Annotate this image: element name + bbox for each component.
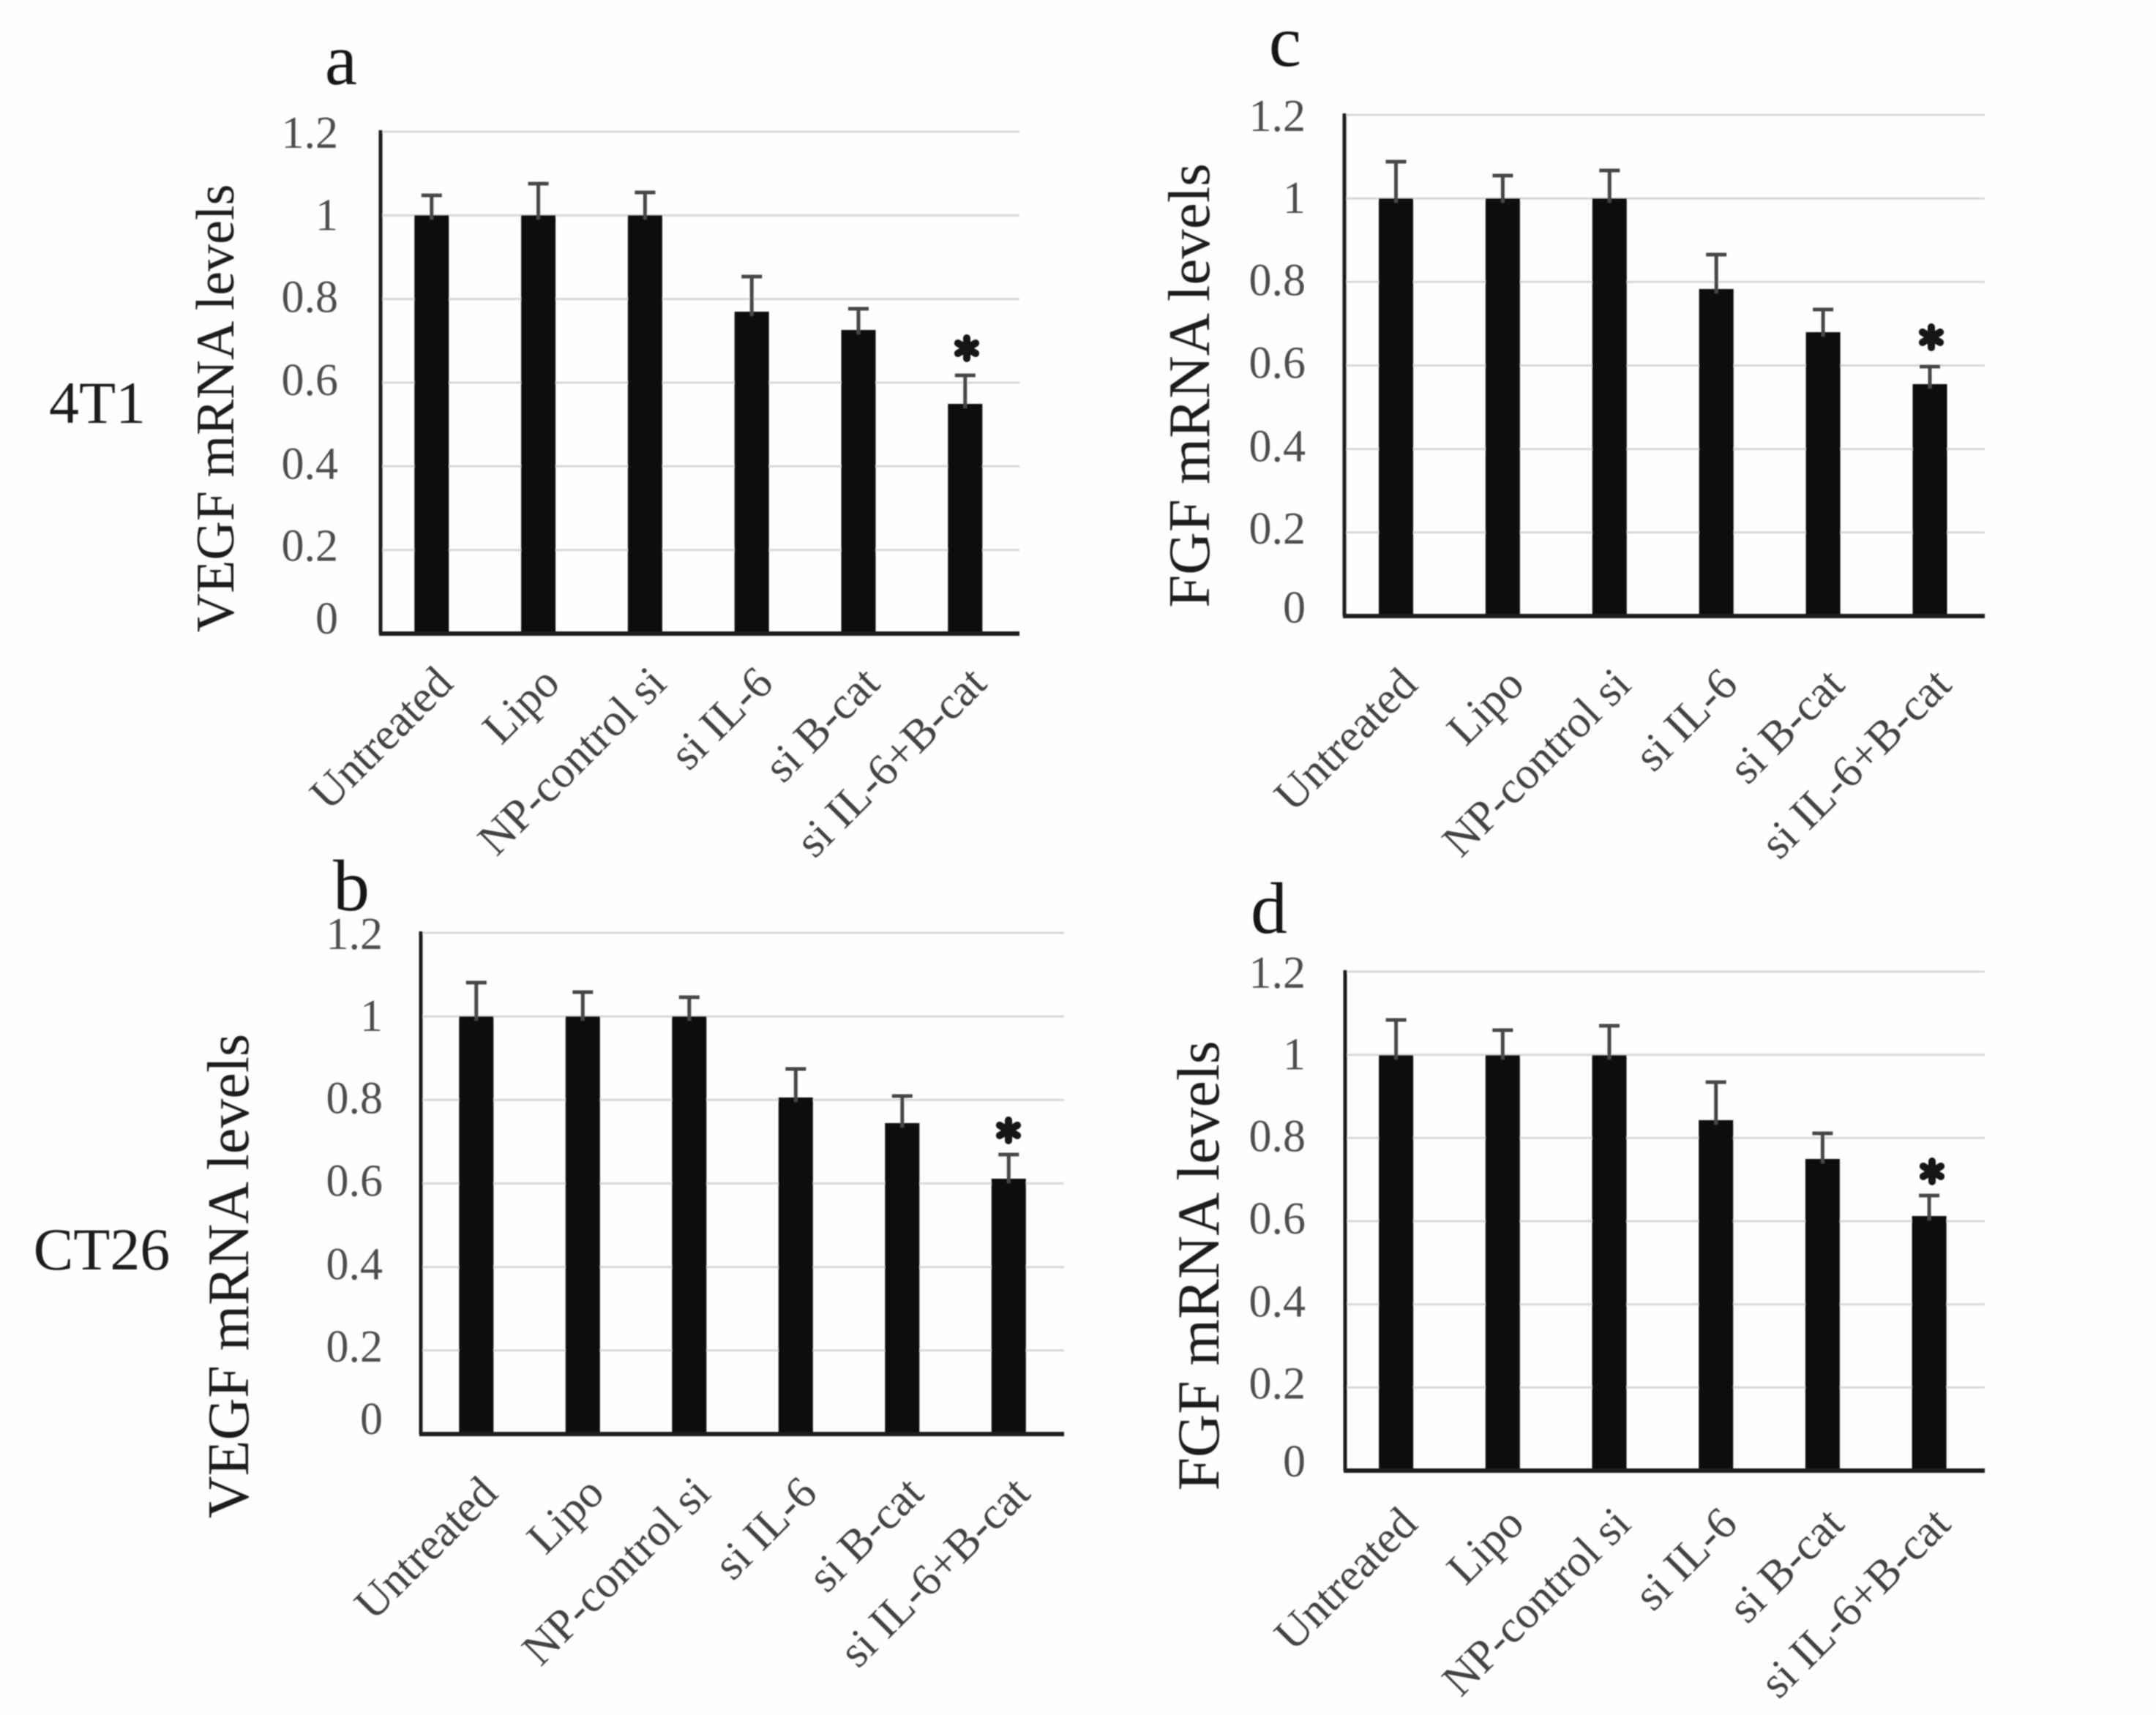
svg-text:VEGF mRNA levels: VEGF mRNA levels <box>186 184 246 633</box>
svg-text:0.8: 0.8 <box>1249 1111 1306 1161</box>
svg-text:0.2: 0.2 <box>1249 1359 1306 1408</box>
svg-text:0.6: 0.6 <box>326 1157 383 1206</box>
svg-text:a: a <box>325 19 357 100</box>
svg-text:1.2: 1.2 <box>1249 91 1306 141</box>
svg-text:1: 1 <box>1283 173 1306 223</box>
svg-text:0.2: 0.2 <box>282 522 339 571</box>
svg-text:FGF mRNA levels: FGF mRNA levels <box>1165 1040 1232 1490</box>
svg-text:0.8: 0.8 <box>282 273 339 323</box>
svg-text:1.2: 1.2 <box>326 909 383 959</box>
svg-text:4T1: 4T1 <box>49 369 146 436</box>
svg-text:CT26: CT26 <box>34 1216 171 1283</box>
svg-text:0.6: 0.6 <box>1249 1194 1306 1244</box>
svg-text:d: d <box>1251 868 1287 949</box>
svg-text:0.4: 0.4 <box>1249 422 1306 472</box>
svg-text:0: 0 <box>360 1395 383 1444</box>
svg-text:0: 0 <box>1283 1437 1306 1487</box>
svg-text:0: 0 <box>315 594 338 644</box>
svg-text:0.8: 0.8 <box>1249 255 1306 305</box>
svg-text:0: 0 <box>1283 583 1306 633</box>
svg-text:1: 1 <box>360 991 383 1041</box>
svg-text:c: c <box>1269 1 1301 82</box>
svg-text:0.2: 0.2 <box>326 1322 383 1372</box>
svg-text:1: 1 <box>1283 1030 1306 1080</box>
svg-text:0.6: 0.6 <box>1249 339 1306 389</box>
svg-text:1.2: 1.2 <box>1249 948 1306 998</box>
svg-text:0.2: 0.2 <box>1249 504 1306 554</box>
svg-text:1.2: 1.2 <box>282 108 339 158</box>
svg-text:0.8: 0.8 <box>326 1073 383 1123</box>
svg-text:FGF mRNA levels: FGF mRNA levels <box>1156 163 1222 608</box>
svg-text:b: b <box>333 845 370 926</box>
svg-text:0.6: 0.6 <box>282 356 339 405</box>
svg-text:0.4: 0.4 <box>326 1240 383 1290</box>
svg-text:VEGF mRNA levels: VEGF mRNA levels <box>197 1034 261 1518</box>
svg-text:1: 1 <box>315 190 338 240</box>
svg-text:0.4: 0.4 <box>282 439 339 489</box>
svg-text:0.4: 0.4 <box>1249 1277 1306 1327</box>
